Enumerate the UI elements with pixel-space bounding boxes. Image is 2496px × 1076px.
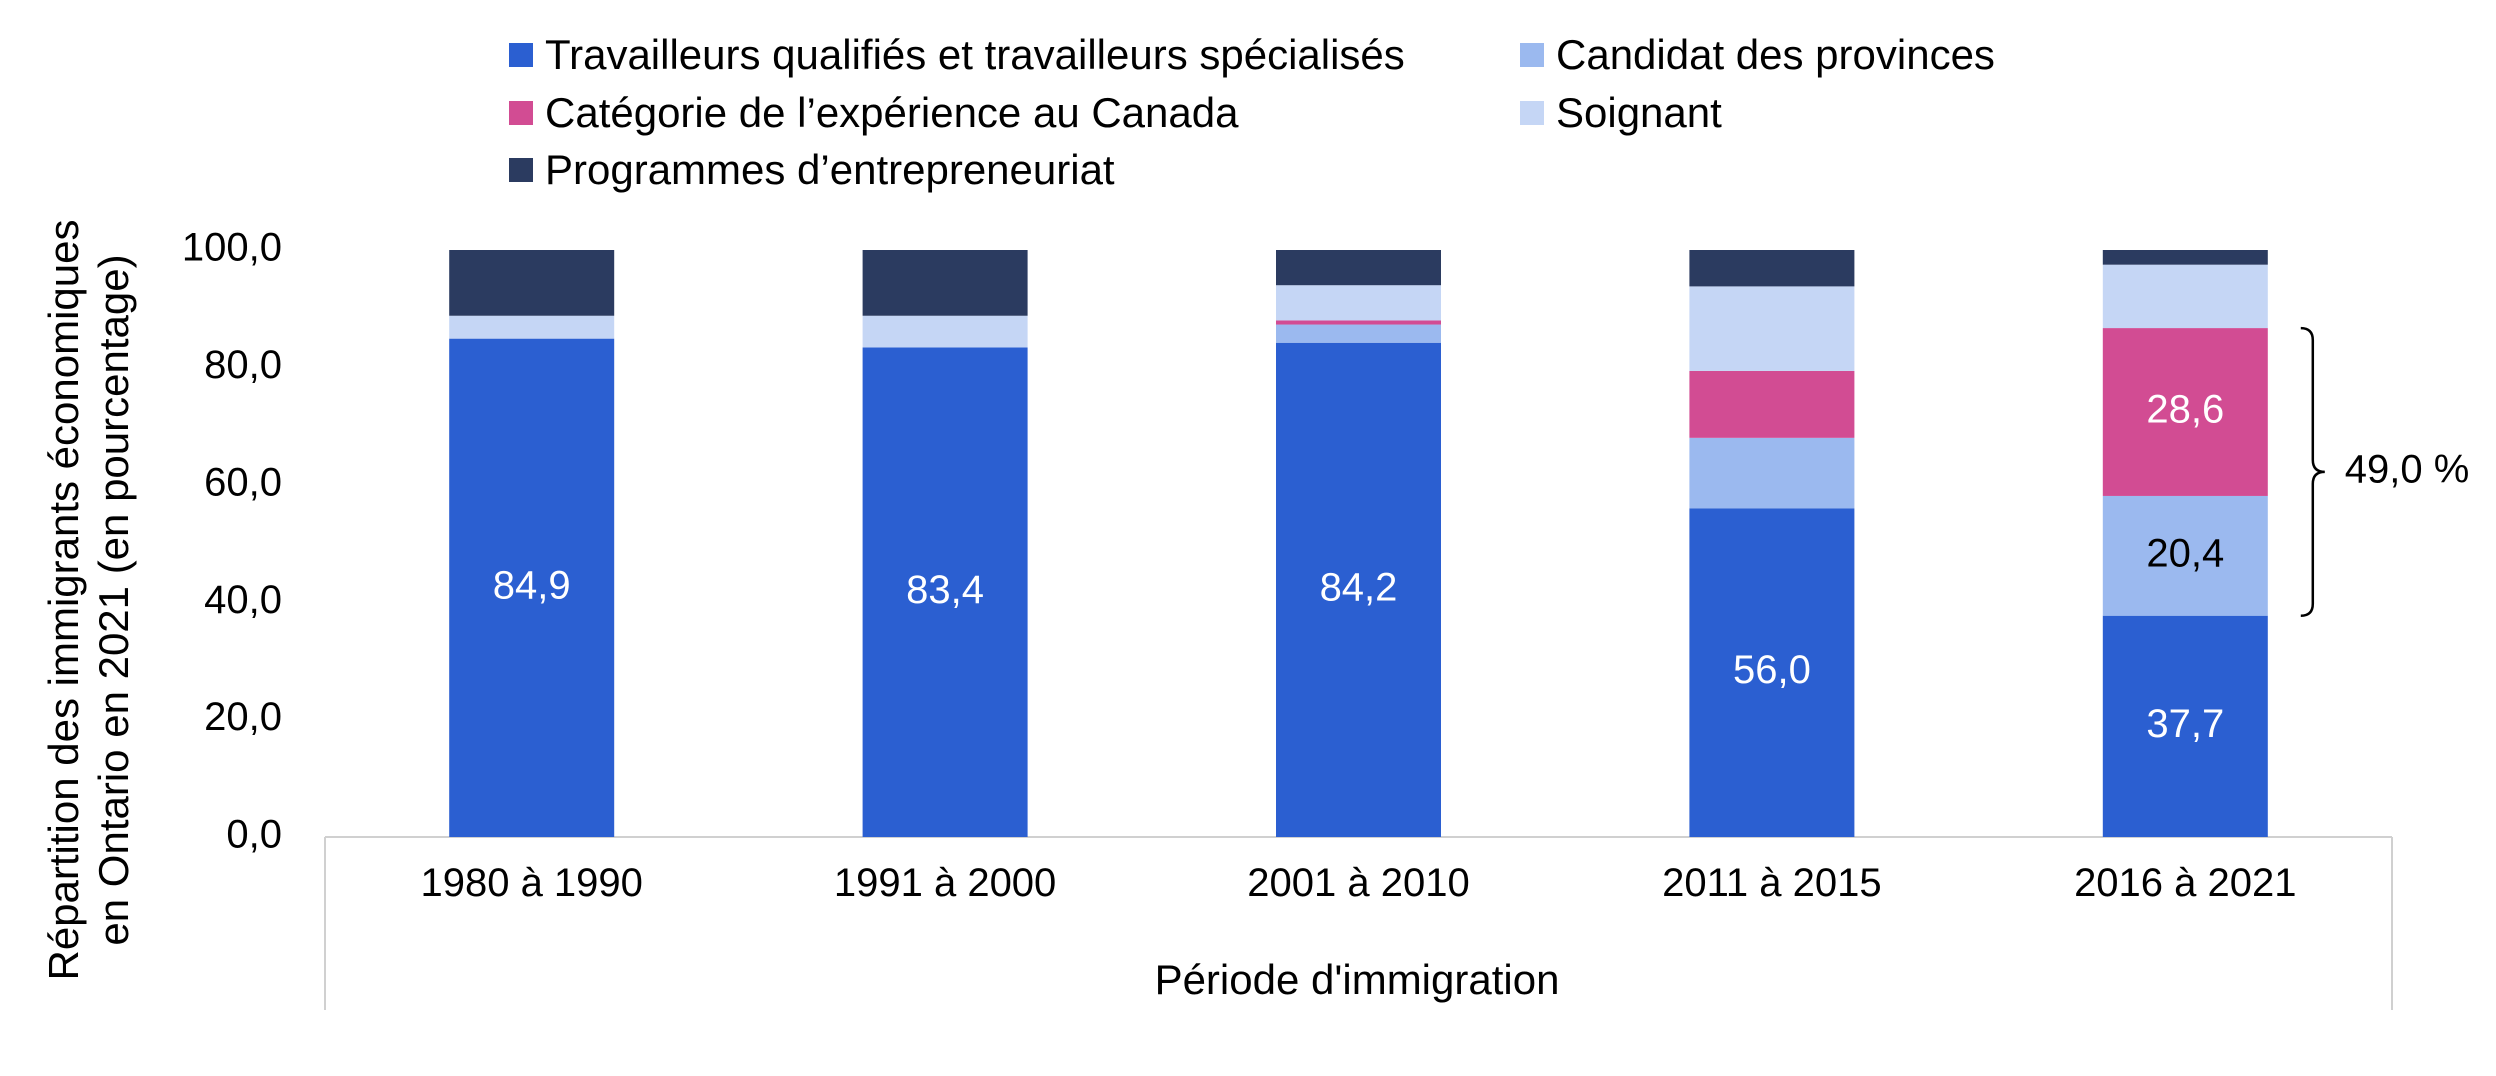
bar-segment-programmes-d-entrepreneuriat-1980-a-1990 [449,250,615,316]
y-axis-title-line-1: Répartition des immigrants économiques [40,219,87,980]
legend-label-candidat-des-provinces: Candidat des provinces [1556,31,1995,78]
bracket-label: 49,0 % [2345,447,2470,491]
legend-label-categorie-de-l-experience-au-canada: Catégorie de l’expérience au Canada [545,89,1239,136]
x-axis-ticks: 1980 à 1990 1991 à 2000 2001 à 2010 2011 à … [420,861,2296,905]
legend: Travailleurs qualifiés et travailleurs s… [509,31,1995,193]
legend-swatch-travailleurs-qualifies-et-travailleurs-specialises [509,43,533,67]
y-axis-title-line-2: en Ontario en 2021 (en pourcentage) [90,254,137,945]
legend-label-soignant: Soignant [1556,89,1722,136]
bars [449,250,2268,837]
x-tick-label-1980-a-1990: 1980 à 1990 [420,861,642,905]
data-label: 37,7 [2146,702,2224,746]
bar-segment-travailleurs-qualifies-et-travailleurs-specialises-2016-a-2021 [2102,615,2268,837]
data-label: 56,0 [1733,648,1811,692]
legend-label-travailleurs-qualifies-et-travailleurs-specialises: Travailleurs qualifiés et travailleurs s… [545,31,1405,78]
y-axis-ticks: 0,0 20,0 40,0 60,0 80,0 100,0 [182,226,282,857]
bar-segment-travailleurs-qualifies-et-travailleurs-specialises-2011-a-2015 [1689,508,1855,837]
bracket [2300,326,2325,617]
data-label: 84,9 [493,563,571,607]
data-labels: 84,9 83,4 84,2 56,0 37,7 20,4 28,6 [493,388,2224,746]
legend-swatch-categorie-de-l-experience-au-canada [509,101,533,125]
y-tick-label: 80,0 [204,343,282,387]
legend-swatch-programmes-d-entrepreneuriat [509,158,533,182]
bar-segment-soignant-2016-a-2021 [2102,264,2268,329]
bar-segment-soignant-2001-a-2010 [1276,285,1441,321]
data-label: 28,6 [2146,388,2224,432]
legend-swatch-candidat-des-provinces [1520,43,1544,67]
x-tick-label-2011-a-2015: 2011 à 2015 [1662,861,1881,905]
data-label: 20,4 [2146,531,2224,575]
bar-segment-programmes-d-entrepreneuriat-1991-a-2000 [862,250,1028,316]
bar-segment-programmes-d-entrepreneuriat-2011-a-2015 [1689,250,1855,287]
x-tick-label-2016-a-2021: 2016 à 2021 [2074,861,2296,905]
y-tick-label: 40,0 [204,578,282,622]
bracket-annotation: 49,0 % [2300,326,2470,617]
y-tick-label: 100,0 [182,226,282,270]
bar-segment-programmes-d-entrepreneuriat-2001-a-2010 [1276,250,1441,286]
bar-segment-categorie-de-l-experience-au-canada-2001-a-2010 [1276,320,1441,325]
data-label: 83,4 [906,568,984,612]
y-axis-title: Répartition des immigrants économiques en… [40,219,137,980]
data-label: 84,2 [1320,565,1398,609]
bar-segment-travailleurs-qualifies-et-travailleurs-specialises-1980-a-1990 [449,338,615,837]
bar-segment-categorie-de-l-experience-au-canada-2016-a-2021 [2102,328,2268,496]
bar-segment-candidat-des-provinces-2011-a-2015 [1689,437,1855,509]
bar-segment-programmes-d-entrepreneuriat-2016-a-2021 [2102,250,2268,265]
x-tick-label-2001-a-2010: 2001 à 2010 [1247,861,1469,905]
y-tick-label: 20,0 [204,695,282,739]
bar-segment-soignant-1991-a-2000 [862,315,1028,348]
bar-segment-soignant-1980-a-1990 [449,315,615,339]
bar-segment-soignant-2011-a-2015 [1689,286,1855,371]
legend-swatch-soignant [1520,101,1544,125]
y-tick-label: 0,0 [226,813,282,857]
legend-label-programmes-d-entrepreneuriat: Programmes d’entrepreneuriat [545,146,1115,193]
x-tick-label-1991-a-2000: 1991 à 2000 [834,861,1056,905]
x-axis-title: Période d'immigration [1155,956,1560,1003]
y-tick-label: 60,0 [204,460,282,504]
bar-segment-travailleurs-qualifies-et-travailleurs-specialises-1991-a-2000 [862,347,1028,837]
bar-segment-candidat-des-provinces-2016-a-2021 [2102,495,2268,616]
bar-segment-candidat-des-provinces-2001-a-2010 [1276,324,1441,343]
bar-segment-categorie-de-l-experience-au-canada-2011-a-2015 [1689,370,1855,438]
bar-segment-travailleurs-qualifies-et-travailleurs-specialises-2001-a-2010 [1276,342,1441,837]
